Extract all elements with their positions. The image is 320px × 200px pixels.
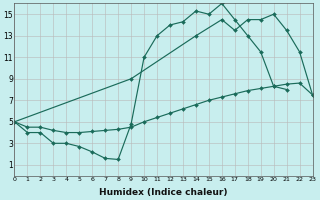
X-axis label: Humidex (Indice chaleur): Humidex (Indice chaleur) bbox=[99, 188, 228, 197]
